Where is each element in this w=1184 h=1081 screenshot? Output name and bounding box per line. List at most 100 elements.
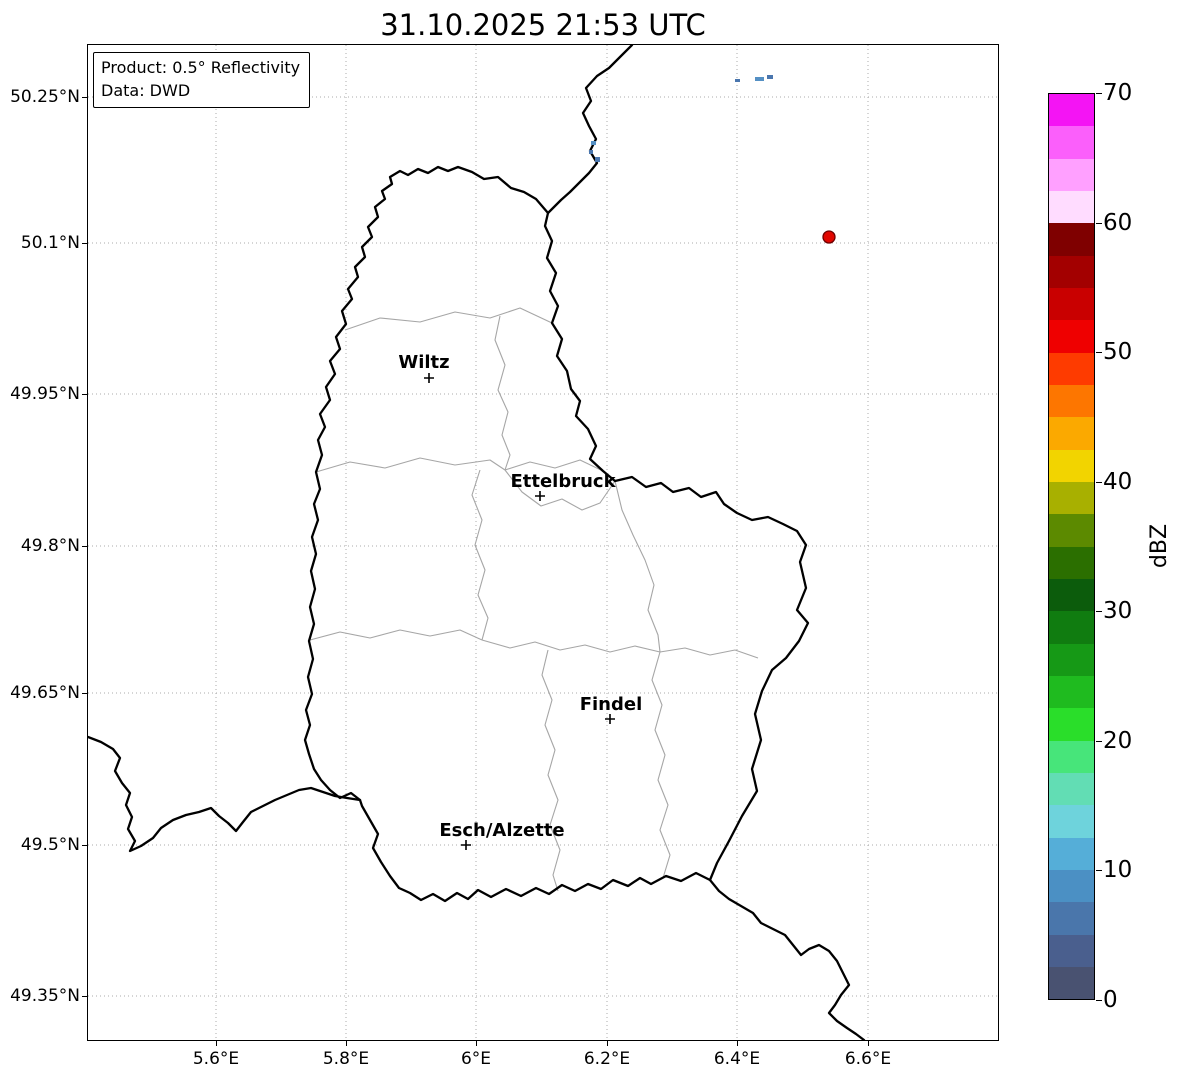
radar-echo — [589, 150, 593, 154]
colorbar-segment — [1049, 578, 1094, 612]
colorbar-segment — [1049, 94, 1094, 127]
colorbar-segment — [1049, 449, 1094, 482]
colorbar-segment — [1049, 223, 1094, 256]
info-source: Data: DWD — [101, 81, 191, 101]
radar-echo — [735, 79, 740, 82]
colorbar — [1048, 93, 1095, 1000]
x-axis-tick-mark — [607, 1041, 608, 1046]
colorbar-tick-label: 50 — [1103, 339, 1133, 366]
map-plot-area: Wiltz Ettelbruck Findel Esch/Alzette Produc… — [87, 44, 999, 1041]
colorbar-tick-label: 40 — [1103, 468, 1133, 495]
colorbar-segment — [1049, 352, 1094, 385]
colorbar-segment — [1049, 255, 1094, 288]
colorbar-tick-mark — [1096, 93, 1102, 94]
y-axis-tick-label: 50.25°N — [10, 87, 80, 107]
x-axis-tick-mark — [868, 1041, 869, 1046]
colorbar-segment — [1049, 740, 1094, 773]
city-label: Esch/Alzette — [439, 820, 564, 841]
info-box: Product: 0.5° Reflectivity Data: DWD — [93, 52, 311, 109]
radar-echo — [591, 141, 596, 145]
y-axis-tick-mark — [82, 97, 87, 98]
colorbar-segment — [1049, 675, 1094, 709]
x-axis-tick-mark — [737, 1041, 738, 1046]
y-axis-tick-mark — [82, 243, 87, 244]
x-axis-tick-mark — [476, 1041, 477, 1046]
page-title: 31.10.2025 21:53 UTC — [380, 8, 706, 42]
info-product: Product: 0.5° Reflectivity — [101, 58, 301, 77]
y-axis-tick-mark — [82, 394, 87, 395]
city-label: Findel — [580, 694, 643, 715]
colorbar-segment — [1049, 837, 1094, 870]
country-borders — [88, 45, 866, 1040]
colorbar-unit-label: dBZ — [1147, 523, 1172, 569]
city-marker — [461, 840, 471, 850]
colorbar-segment — [1049, 902, 1094, 935]
colorbar-tick-mark — [1096, 740, 1102, 742]
y-axis-tick-mark — [82, 546, 87, 547]
colorbar-tick-label: 30 — [1103, 598, 1133, 625]
x-axis-tick-label: 6.4°E — [713, 1049, 761, 1069]
x-axis-tick-label: 6.6°E — [844, 1049, 892, 1069]
y-axis-tick-label: 49.35°N — [10, 986, 80, 1006]
luxembourg-map: Wiltz Ettelbruck Findel Esch/Alzette — [88, 45, 998, 1040]
radar-echo — [755, 77, 764, 81]
city-layer: Wiltz Ettelbruck Findel Esch/Alzette — [398, 352, 642, 850]
radar-site-dot — [822, 230, 836, 244]
y-axis-tick-mark — [82, 996, 87, 997]
x-axis-tick-mark — [346, 1041, 347, 1046]
y-axis-tick-label: 49.65°N — [10, 683, 80, 703]
y-axis-tick-mark — [82, 845, 87, 846]
city-marker — [535, 491, 545, 501]
colorbar-segment — [1049, 966, 1094, 1000]
colorbar-segment — [1049, 869, 1094, 903]
colorbar-tick-label: 60 — [1103, 209, 1133, 236]
city-marker — [605, 714, 615, 724]
y-axis-tick-label: 49.5°N — [20, 835, 80, 855]
y-axis-tick-label: 49.95°N — [10, 384, 80, 404]
colorbar-segment — [1049, 934, 1094, 967]
border-north — [546, 45, 634, 215]
colorbar-segment — [1049, 126, 1094, 159]
colorbar-segment — [1049, 384, 1094, 418]
city-label: Wiltz — [398, 352, 449, 373]
y-axis-tick-mark — [82, 693, 87, 694]
y-axis-tick-label: 49.8°N — [20, 536, 80, 556]
colorbar-segment — [1049, 805, 1094, 838]
colorbar-segment — [1049, 546, 1094, 579]
colorbar-tick-mark — [1096, 481, 1102, 483]
radar-echo — [767, 75, 773, 79]
colorbar-tick-label: 0 — [1103, 987, 1118, 1013]
border-southeast — [708, 878, 866, 1040]
city-marker — [424, 373, 434, 383]
radar-site-layer — [822, 230, 836, 244]
colorbar-tick-mark — [1096, 1000, 1102, 1001]
colorbar-segment — [1049, 190, 1094, 224]
x-axis-tick-label: 5.8°E — [322, 1049, 370, 1069]
colorbar-tick-mark — [1096, 611, 1102, 613]
colorbar-segment — [1049, 481, 1094, 515]
colorbar-segment — [1049, 514, 1094, 547]
colorbar-segment — [1049, 287, 1094, 321]
colorbar-tick-label: 70 — [1103, 80, 1133, 106]
district-boundaries — [309, 307, 759, 892]
colorbar-segment — [1049, 708, 1094, 741]
x-axis-tick-mark — [216, 1041, 217, 1046]
x-axis-tick-label: 6.2°E — [583, 1049, 631, 1069]
city-label: Ettelbruck — [510, 471, 616, 492]
x-axis-tick-label: 5.6°E — [192, 1049, 240, 1069]
colorbar-tick-mark — [1096, 870, 1102, 872]
border-west — [88, 735, 362, 853]
colorbar-segment — [1049, 158, 1094, 191]
colorbar-segment — [1049, 417, 1094, 450]
radar-echo-layer — [589, 75, 773, 162]
colorbar-segment — [1049, 320, 1094, 353]
colorbar-tick-label: 20 — [1103, 727, 1133, 754]
y-axis-tick-label: 50.1°N — [20, 233, 80, 253]
colorbar-tick-label: 10 — [1103, 857, 1133, 884]
colorbar-tick-mark — [1096, 222, 1102, 224]
colorbar-tick-mark — [1096, 352, 1102, 354]
colorbar-segment — [1049, 772, 1094, 806]
colorbar-segment — [1049, 611, 1094, 644]
luxembourg-border — [303, 165, 810, 903]
